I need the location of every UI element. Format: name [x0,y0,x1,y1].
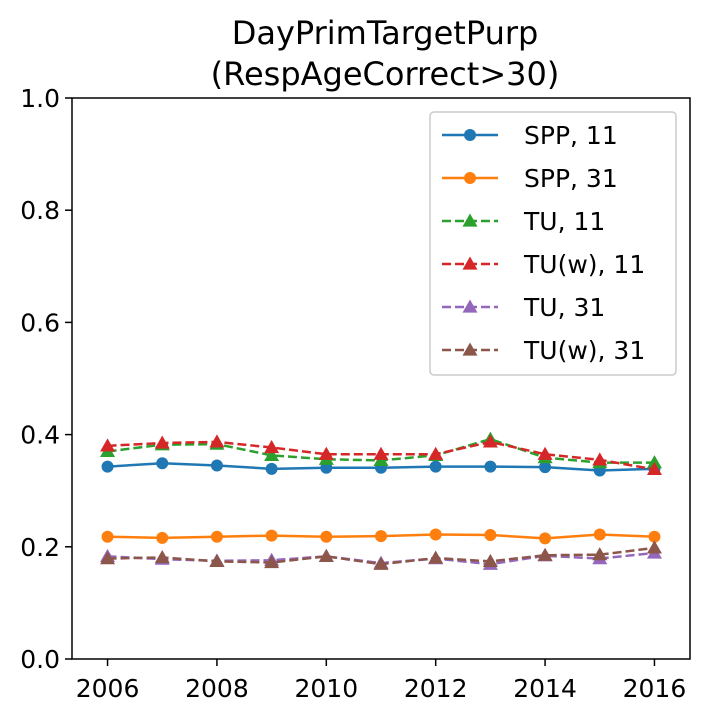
x-tick-label: 2012 [404,674,468,703]
legend-entry: TU(w), 11 [442,250,645,279]
data-point [429,528,442,541]
data-point [101,530,114,543]
data-point [646,461,662,476]
y-tick-label: 0.6 [20,308,60,337]
legend-label: SPP, 31 [524,164,618,193]
legend-marker [464,172,476,184]
y-tick-label: 0.8 [20,196,60,225]
data-point [265,529,278,542]
data-point [373,446,389,460]
data-point [265,462,278,475]
data-point [264,447,280,461]
data-point [646,540,662,554]
x-tick-label: 2016 [623,674,687,703]
plot-area-frame [71,97,691,660]
data-point [209,434,225,448]
data-point [264,555,280,569]
data-point [537,547,553,561]
data-point [539,532,552,545]
series-2 [101,528,661,545]
legend-label: TU, 31 [523,293,605,322]
data-point [210,459,223,472]
data-point [428,446,444,460]
data-point [100,551,116,565]
y-tick-label: 1.0 [20,84,60,113]
x-tick-label: 2008 [185,674,249,703]
legend: SPP, 11 SPP, 31 TU, 11 TU(w), 11 TU, 31 TU(w)… [429,111,677,376]
chart-title-line-1: DayPrimTargetPurp [232,14,539,52]
data-point [375,530,387,543]
data-point [318,548,334,562]
legend-label: TU(w), 31 [523,336,645,365]
legend-marker [462,299,478,313]
legend-entry: SPP, 31 [442,164,618,193]
y-tick-label: 0.0 [20,645,60,674]
data-point [648,530,661,543]
data-point [318,446,334,460]
data-point [101,460,114,473]
x-tick-label: 2014 [513,674,577,703]
series-layer [100,431,662,570]
data-point [156,531,169,544]
data-point [484,529,497,542]
x-axis: 2006 2008 2010 2012 2014 2016 [76,659,687,703]
legend-marker [462,342,478,356]
data-point [100,438,116,452]
data-point [592,452,608,466]
data-point [539,461,552,474]
chart-title-line-2: (RespAgeCorrect>30) [211,55,560,93]
x-tick-label: 2010 [294,674,358,703]
legend-marker [464,129,476,141]
data-point [428,550,444,564]
data-point [154,549,170,564]
series-4 [100,434,662,476]
legend-entry: TU, 31 [442,293,605,322]
data-point [537,446,553,460]
data-point [209,553,225,568]
data-point [154,435,170,449]
data-point [264,440,280,454]
data-point [320,530,333,543]
legend-marker [462,213,478,227]
data-point [593,528,606,541]
data-point [429,460,442,473]
legend-marker [462,256,478,270]
data-point [156,457,169,470]
y-axis: 0.0 0.2 0.4 0.6 0.8 1.0 [20,84,72,674]
x-tick-label: 2006 [76,674,140,703]
legend-label: TU(w), 11 [523,250,645,279]
legend-entry: TU(w), 31 [442,336,645,365]
legend-label: TU, 11 [523,207,605,236]
legend-entry: SPP, 11 [442,121,618,150]
series-6 [100,540,662,570]
data-point [373,556,389,570]
y-tick-label: 0.4 [20,421,60,450]
data-point [482,434,498,448]
data-point [592,547,608,561]
data-point [484,460,497,473]
legend-entry: TU, 11 [442,207,605,236]
data-point [210,530,223,543]
data-point [646,455,662,469]
y-tick-label: 0.2 [20,533,60,562]
data-point [482,553,498,568]
legend-label: SPP, 11 [524,121,618,150]
